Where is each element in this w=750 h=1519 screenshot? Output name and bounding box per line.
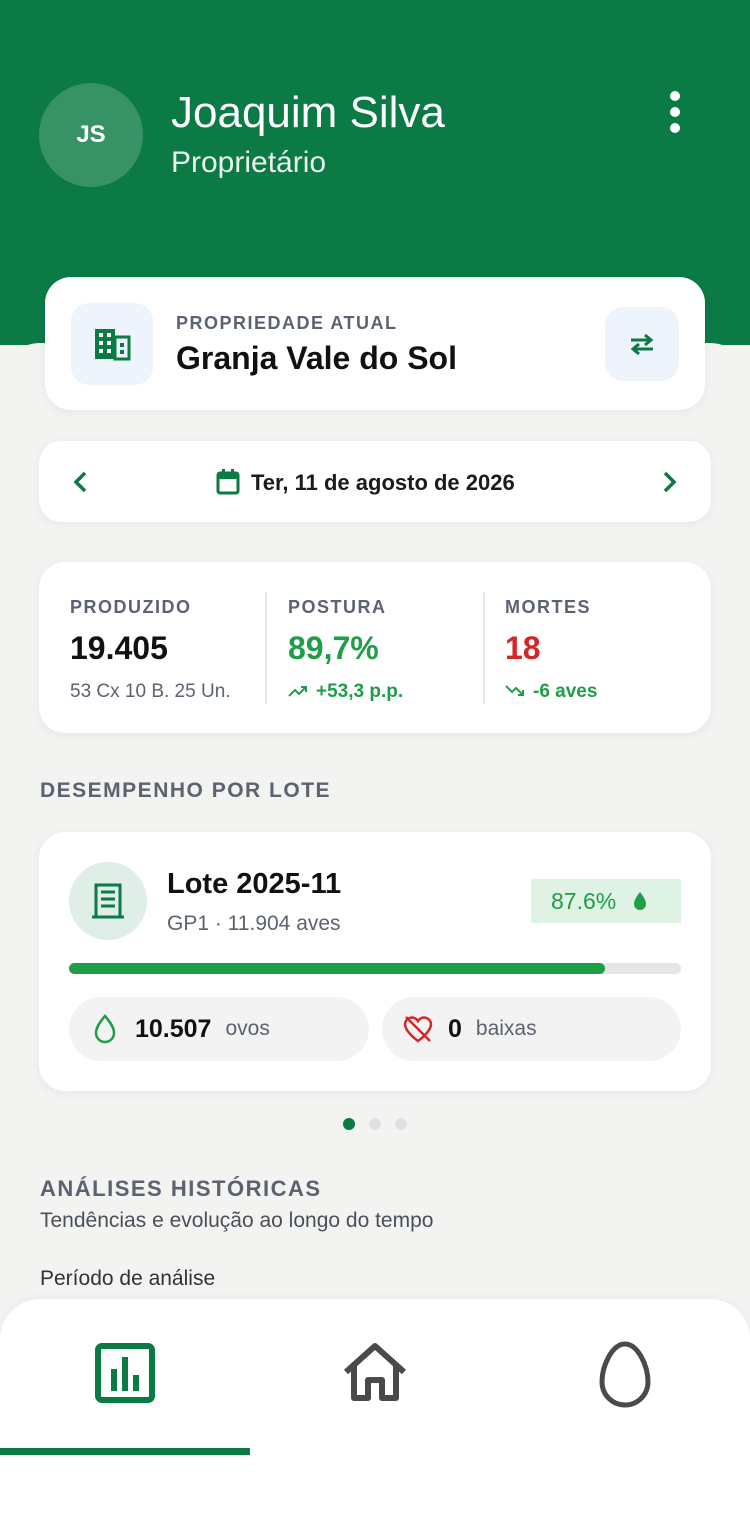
divider xyxy=(265,592,267,704)
stat-label: POSTURA xyxy=(288,597,387,617)
eggs-unit: ovos xyxy=(225,1017,270,1040)
stat-value: 89,7% xyxy=(288,630,379,666)
property-icon xyxy=(71,303,153,385)
eggs-pill: 10.507 ovos xyxy=(69,997,369,1061)
stat-label: MORTES xyxy=(505,597,592,617)
lot-name: Lote 2025-11 xyxy=(167,868,342,900)
trend-down-icon xyxy=(505,685,524,696)
bottom-nav xyxy=(0,1299,750,1519)
nav-indicator xyxy=(0,1448,250,1455)
stat-value: 19.405 xyxy=(70,630,168,666)
property-name: Granja Vale do Sol xyxy=(176,340,457,376)
stat-detail: 53 Cx 10 B. 25 Un. xyxy=(70,681,231,702)
rate-label: 87.6% xyxy=(551,887,617,914)
history-title: ANÁLISES HISTÓRICAS xyxy=(40,1176,322,1201)
lot-subtitle: GP1 · 11.904 aves xyxy=(167,912,341,935)
user-name: Joaquim Silva xyxy=(171,88,445,137)
property-card xyxy=(45,277,705,410)
page-dot[interactable] xyxy=(395,1118,407,1130)
losses-value: 0 xyxy=(448,1014,462,1043)
losses-pill: 0 baixas xyxy=(382,997,681,1061)
date-label: Ter, 11 de agosto de 2026 xyxy=(251,470,515,495)
rate-badge: 87.6% xyxy=(531,879,681,923)
nav-eggs[interactable] xyxy=(598,1340,652,1408)
lot-icon xyxy=(69,862,147,940)
progress-bar xyxy=(69,963,606,974)
section-title: DESEMPENHO POR LOTE xyxy=(40,779,332,802)
stats-card xyxy=(39,562,711,733)
stat-detail: +53,3 p.p. xyxy=(316,681,404,702)
stat-label: PRODUZIDO xyxy=(70,597,192,617)
calendar-icon xyxy=(216,469,240,495)
divider xyxy=(483,592,485,704)
trend-up-icon xyxy=(288,686,307,697)
date-card xyxy=(39,441,711,522)
menu-button[interactable] xyxy=(664,90,686,134)
user-role: Proprietário xyxy=(171,146,327,179)
switch-property[interactable] xyxy=(605,307,679,381)
page-dot[interactable] xyxy=(343,1118,355,1130)
prev-day[interactable] xyxy=(70,470,90,494)
stat-value: 18 xyxy=(505,630,541,666)
avatar: JS xyxy=(39,83,143,187)
page-dot[interactable] xyxy=(369,1118,381,1130)
next-day[interactable] xyxy=(660,470,680,494)
losses-unit: baixas xyxy=(475,1017,537,1040)
nav-analytics[interactable] xyxy=(95,1343,155,1403)
eggs-value: 10.507 xyxy=(135,1014,212,1043)
property-label: PROPRIEDADE ATUAL xyxy=(176,313,398,333)
nav-home[interactable] xyxy=(342,1342,408,1402)
period-label: Período de análise xyxy=(40,1267,216,1290)
stat-detail: -6 aves xyxy=(533,681,598,702)
progress-track xyxy=(69,963,681,974)
history-subtitle: Tendências e evolução ao longo do tempo xyxy=(40,1209,434,1232)
